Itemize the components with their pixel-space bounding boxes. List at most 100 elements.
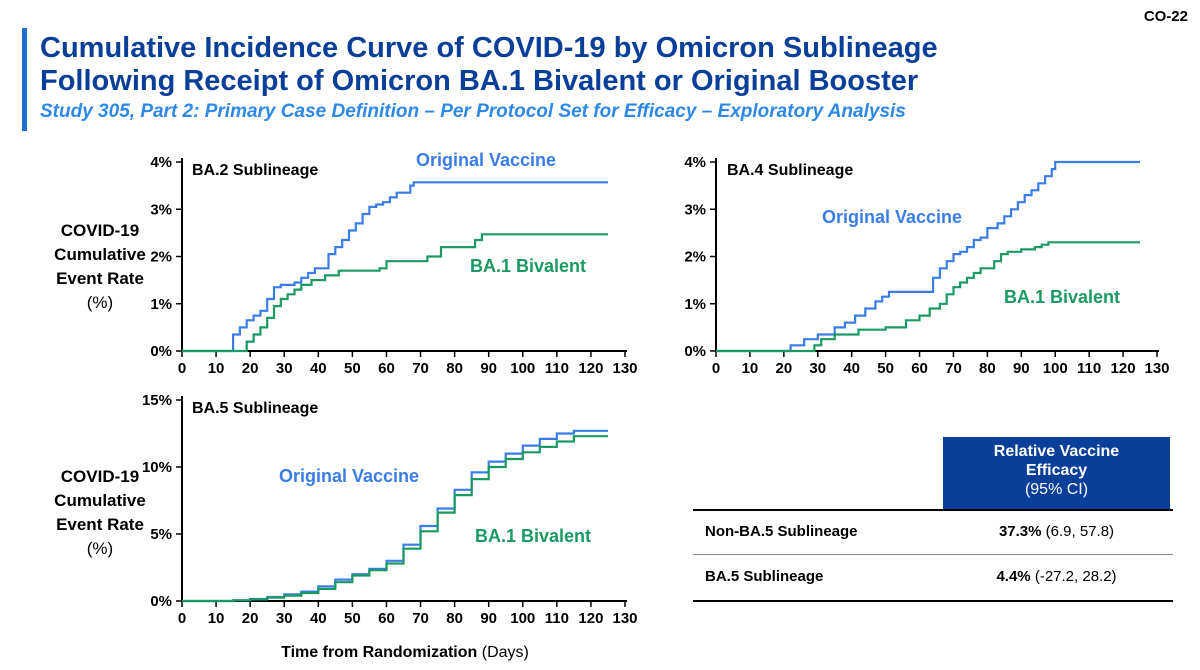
y-tick-label: 1%	[150, 296, 172, 313]
x-tick-label: 30	[809, 360, 826, 377]
x-axis-title-unit: (Days)	[481, 644, 529, 661]
table-rule-bottom	[693, 600, 1173, 602]
x-tick-label: 130	[612, 360, 637, 377]
ba1-bivalent-label: BA.1 Bivalent	[475, 526, 591, 546]
x-tick-label: 120	[578, 360, 603, 377]
y-label-line-2: Cumulative	[54, 245, 146, 264]
x-tick-label: 40	[843, 360, 860, 377]
x-tick-label: 120	[578, 610, 603, 627]
x-tick-label: 70	[412, 360, 429, 377]
rve-header-line-1: Relative Vaccine	[993, 443, 1120, 460]
original-vaccine-line	[716, 160, 1140, 353]
x-tick-label: 50	[344, 360, 361, 377]
x-tick-label: 110	[1077, 360, 1101, 377]
ba5-panel: 0 10 20 30 40 50 60 70 80 90 100 110 120 130 0% 5% 10% 15…	[142, 392, 638, 627]
slide-id: CO-22	[1143, 8, 1188, 25]
rve-ci: (6.9, 57.8)	[1045, 523, 1115, 540]
x-tick-label: 90	[480, 610, 497, 627]
x-tick-label: 110	[545, 360, 569, 377]
y-label-line-3: Event Rate	[56, 269, 144, 288]
x-tick-label: 130	[1144, 360, 1169, 377]
table-row-label: Non-BA.5 Sublineage	[705, 523, 858, 540]
x-tick-label: 0	[178, 360, 186, 377]
y-tick-label: 0%	[150, 343, 172, 360]
y-tick-label: 1%	[684, 296, 706, 313]
x-tick-label: 0	[178, 610, 186, 627]
ba4-panel: 0 10 20 30 40 50 60 70 80 90 100 110 120 130 0% 1% 2% 3% 4…	[684, 154, 1169, 377]
panel-title: BA.5 Sublineage	[192, 400, 318, 417]
y-label-line-3: Event Rate	[56, 515, 144, 534]
x-tick-label: 70	[412, 610, 429, 627]
original-vaccine-label: Original Vaccine	[416, 150, 556, 170]
x-tick-label: 110	[545, 610, 569, 627]
table-rule-top	[693, 509, 1173, 511]
title-line-2: Following Receipt of Omicron BA.1 Bivale…	[40, 65, 919, 97]
table-row-value: 4.4% (-27.2, 28.2)	[943, 568, 1170, 585]
x-tick-label: 20	[776, 360, 793, 377]
x-tick-label: 20	[242, 360, 259, 377]
x-tick-label: 10	[742, 360, 759, 377]
y-tick-label: 0%	[684, 343, 706, 360]
rve-ci: (-27.2, 28.2)	[1034, 568, 1117, 585]
original-vaccine-label: Original Vaccine	[822, 207, 962, 227]
x-tick-label: 30	[276, 360, 293, 377]
y-tick-label: 3%	[684, 201, 706, 218]
rve-header-line-2: Efficacy	[1025, 462, 1088, 479]
ba1-bivalent-line	[716, 241, 1140, 353]
x-tick-label: 130	[612, 610, 637, 627]
ba2-panel: 0 10 20 30 40 50 60 70 80 90 100 110 120 130 0% 1% 2% 3% 4…	[150, 150, 637, 377]
y-label-line-2: Cumulative	[54, 491, 146, 510]
table-rule-middle	[693, 554, 1173, 555]
y-tick-label: 0%	[150, 593, 172, 610]
y-tick-label: 4%	[684, 154, 706, 171]
x-tick-label: 40	[310, 610, 327, 627]
original-vaccine-label: Original Vaccine	[279, 466, 419, 486]
ba1-bivalent-line	[182, 233, 608, 353]
y-label-line-4: (%)	[86, 293, 114, 312]
title-accent-bar	[22, 28, 27, 131]
y-label-line-1: COVID-19	[60, 467, 140, 486]
ba1-bivalent-line	[182, 435, 608, 603]
x-tick-label: 80	[979, 360, 996, 377]
x-tick-label: 90	[480, 360, 497, 377]
x-axis-title: Time from Randomization (Days)	[180, 644, 630, 662]
rve-header-ci: (95% CI)	[1024, 481, 1089, 498]
y-tick-label: 15%	[142, 392, 172, 409]
slide-title: Cumulative Incidence Curve of COVID-19 b…	[40, 32, 938, 98]
x-tick-label: 50	[344, 610, 361, 627]
ba1-bivalent-label: BA.1 Bivalent	[1004, 287, 1120, 307]
rve-value: 37.3%	[998, 523, 1042, 540]
x-tick-label: 20	[242, 610, 259, 627]
x-tick-label: 50	[877, 360, 894, 377]
slide-subtitle: Study 305, Part 2: Primary Case Definiti…	[40, 101, 906, 122]
x-tick-label: 60	[378, 360, 395, 377]
x-tick-label: 100	[510, 360, 535, 377]
original-vaccine-line	[182, 429, 608, 603]
x-tick-label: 0	[712, 360, 720, 377]
x-axis-title-text: Time from Randomization	[281, 644, 478, 661]
y-axis-label-bottom: COVID-19 Cumulative Event Rate (%)	[40, 465, 160, 561]
x-tick-label: 100	[1043, 360, 1068, 377]
x-tick-label: 10	[208, 610, 225, 627]
original-vaccine-line	[182, 181, 608, 353]
x-tick-label: 60	[911, 360, 928, 377]
x-tick-label: 40	[310, 360, 327, 377]
rve-table-header: Relative Vaccine Efficacy (95% CI)	[943, 437, 1170, 509]
title-line-1: Cumulative Incidence Curve of COVID-19 b…	[40, 32, 938, 64]
y-tick-label: 2%	[684, 249, 706, 266]
y-label-line-1: COVID-19	[60, 221, 140, 240]
x-tick-label: 70	[945, 360, 962, 377]
y-tick-label: 4%	[150, 154, 172, 171]
x-tick-label: 90	[1013, 360, 1030, 377]
y-tick-label: 10%	[142, 459, 172, 476]
panel-title: BA.2 Sublineage	[192, 162, 318, 179]
y-tick-label: 5%	[150, 526, 172, 543]
y-label-line-4: (%)	[86, 539, 114, 558]
x-tick-label: 80	[446, 360, 463, 377]
y-axis-label-top: COVID-19 Cumulative Event Rate (%)	[40, 219, 160, 315]
x-tick-label: 100	[510, 610, 535, 627]
rve-value: 4.4%	[996, 568, 1031, 585]
panel-title: BA.4 Sublineage	[727, 162, 853, 179]
y-tick-label: 2%	[150, 249, 172, 266]
x-tick-label: 30	[276, 610, 293, 627]
